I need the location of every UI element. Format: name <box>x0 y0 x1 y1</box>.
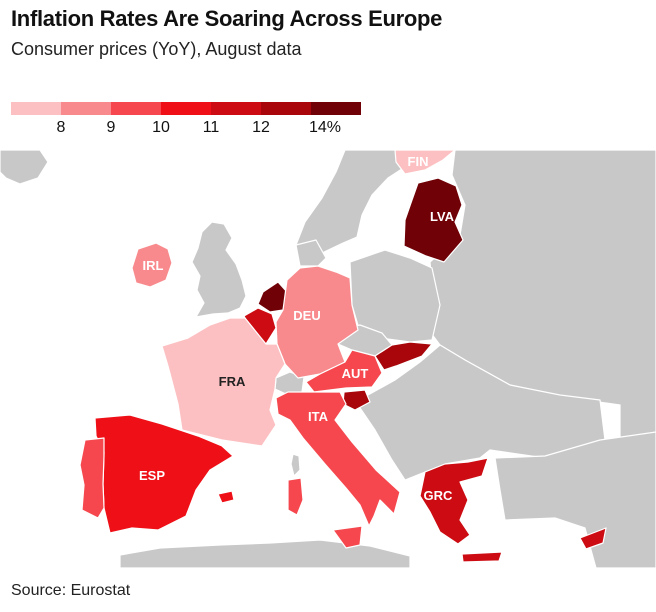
country-greece <box>419 457 489 545</box>
country-latvia <box>403 177 464 263</box>
highlighted-countries <box>79 150 607 563</box>
turkey-land <box>494 431 656 568</box>
legend-swatch-3 <box>111 102 161 115</box>
legend-swatch-1 <box>11 102 61 115</box>
great-britain-land <box>191 221 247 318</box>
country-sardinia <box>287 477 304 516</box>
color-legend: 8 9 10 11 12 14% <box>11 102 361 142</box>
label-deu: DEU <box>293 308 320 323</box>
label-irl: IRL <box>143 258 164 273</box>
chart-title: Inflation Rates Are Soaring Across Europ… <box>11 6 443 31</box>
country-crete <box>461 551 503 563</box>
legend-tick-12: 12 <box>252 119 270 136</box>
label-esp: ESP <box>139 468 165 483</box>
country-sicily <box>332 525 363 549</box>
denmark-land <box>295 239 327 267</box>
label-fin: FIN <box>408 154 429 169</box>
country-france <box>161 317 286 447</box>
label-aut: AUT <box>342 366 369 381</box>
grey-land <box>0 150 656 568</box>
europe-map: FIN LVA IRL DEU FRA AUT ITA ESP GRC <box>0 150 656 568</box>
country-germany <box>275 265 359 379</box>
label-fra: FRA <box>219 374 246 389</box>
country-italy <box>275 391 401 527</box>
source-note: Source: Eurostat <box>11 582 131 599</box>
country-cyprus <box>579 527 607 550</box>
legend-tick-9: 9 <box>106 119 116 136</box>
legend-tick-10: 10 <box>152 119 170 136</box>
label-lva: LVA <box>430 209 455 224</box>
map-svg: FIN LVA IRL DEU FRA AUT ITA ESP GRC <box>0 150 656 568</box>
country-balearic-islands <box>217 490 235 504</box>
legend-swatch-5 <box>211 102 261 115</box>
legend-tick-11: 11 <box>202 119 220 136</box>
legend-swatch-7 <box>311 102 361 115</box>
country-austria <box>305 349 383 393</box>
legend-tick-14-percent: 14% <box>308 119 342 136</box>
legend-tick-8: 8 <box>56 119 66 136</box>
country-portugal <box>79 437 105 519</box>
label-grc: GRC <box>424 488 454 503</box>
country-ireland <box>131 242 173 288</box>
iceland-land <box>0 150 49 185</box>
corsica-land <box>290 453 301 477</box>
country-finland <box>394 150 456 175</box>
chart-subtitle: Consumer prices (YoY), August data <box>11 39 302 59</box>
legend-swatch-2 <box>61 102 111 115</box>
legend-swatch-4 <box>161 102 211 115</box>
poland-land <box>349 249 441 343</box>
legend-swatch-6 <box>261 102 311 115</box>
country-slovakia <box>374 341 433 371</box>
label-ita: ITA <box>308 409 329 424</box>
